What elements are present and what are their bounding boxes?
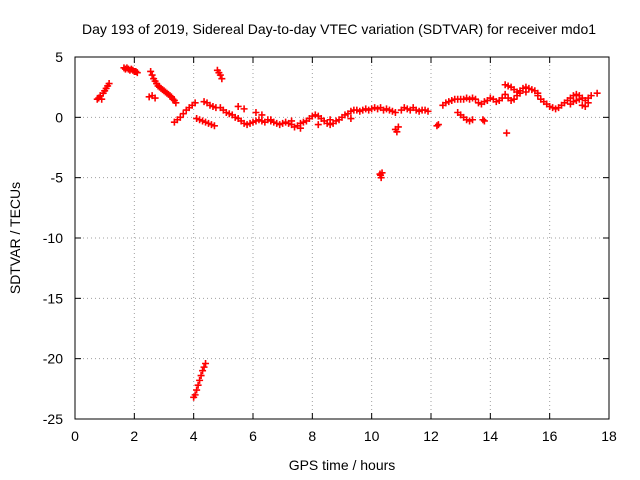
- data-point: [522, 88, 530, 96]
- data-point: [133, 69, 141, 77]
- data-point: [296, 124, 304, 132]
- data-point: [105, 80, 113, 88]
- data-point: [587, 92, 595, 100]
- x-tick-label: 8: [308, 428, 316, 444]
- y-tick-label: -15: [43, 290, 63, 306]
- x-tick-label: 10: [364, 428, 380, 444]
- data-point: [581, 102, 589, 110]
- data-point: [132, 67, 140, 75]
- data-point: [479, 116, 487, 124]
- data-point: [480, 117, 488, 125]
- data-point: [314, 121, 322, 129]
- x-tick-label: 4: [190, 428, 198, 444]
- data-point: [151, 94, 159, 102]
- y-tick-label: 0: [55, 109, 63, 125]
- data-point: [148, 71, 156, 79]
- data-point: [234, 102, 242, 110]
- data-point: [147, 67, 155, 75]
- x-tick-label: 0: [71, 428, 79, 444]
- data-point: [393, 128, 401, 136]
- x-axis-label: GPS time / hours: [289, 457, 396, 473]
- x-tick-label: 12: [423, 428, 439, 444]
- data-point: [197, 372, 205, 380]
- data-point: [258, 111, 266, 119]
- data-point: [326, 116, 334, 124]
- data-point: [434, 121, 442, 129]
- data-point: [377, 174, 385, 182]
- y-axis-label: SDTVAR / TECUs: [7, 182, 23, 294]
- data-point: [469, 116, 477, 124]
- data-point: [240, 105, 248, 113]
- data-point: [501, 90, 509, 98]
- data-point: [196, 376, 204, 384]
- data-point: [534, 92, 542, 100]
- data-point: [193, 386, 201, 394]
- y-tick-label: -25: [43, 411, 63, 427]
- data-point: [98, 95, 106, 103]
- data-point: [347, 115, 355, 123]
- data-point: [210, 122, 218, 130]
- data-point: [199, 367, 207, 375]
- data-point: [172, 99, 180, 107]
- y-tick-label: -20: [43, 351, 63, 367]
- data-point: [503, 129, 511, 137]
- data-point: [391, 109, 399, 117]
- data-point: [584, 99, 592, 107]
- data-point: [498, 94, 506, 102]
- y-tick-label: -5: [51, 170, 64, 186]
- data-point: [216, 71, 224, 79]
- grid-lines: [75, 57, 609, 419]
- data-point: [166, 92, 174, 100]
- data-point: [179, 110, 187, 118]
- data-point: [510, 95, 518, 103]
- x-tick-label: 6: [249, 428, 257, 444]
- data-point: [472, 95, 479, 103]
- axis-ticks: 0 2 4 6 8 10 12 14 16 18 5 0 -5 -10 -15 -20 -25: [43, 49, 617, 444]
- data-point: [376, 170, 384, 178]
- data-point: [169, 95, 177, 103]
- data-point: [593, 89, 601, 97]
- y-tick-label: 5: [55, 49, 63, 65]
- data-point: [394, 123, 402, 131]
- x-tick-label: 18: [601, 428, 617, 444]
- data-point: [267, 116, 275, 124]
- data-point: [194, 381, 202, 389]
- y-tick-label: -10: [43, 230, 63, 246]
- data-series: [93, 64, 601, 401]
- data-point: [516, 89, 524, 97]
- data-point: [218, 75, 226, 83]
- data-point: [252, 109, 260, 117]
- x-tick-label: 16: [542, 428, 558, 444]
- data-point: [200, 363, 208, 371]
- chart-title: Day 193 of 2019, Sidereal Day-to-day VTE…: [82, 21, 596, 37]
- data-point: [288, 117, 296, 125]
- data-point: [433, 122, 441, 130]
- x-tick-label: 2: [130, 428, 138, 444]
- data-point: [191, 99, 199, 107]
- data-point: [176, 113, 184, 121]
- data-point: [202, 359, 210, 367]
- data-point: [575, 95, 583, 103]
- data-point: [424, 107, 432, 115]
- x-tick-label: 14: [483, 428, 499, 444]
- data-point: [191, 391, 199, 399]
